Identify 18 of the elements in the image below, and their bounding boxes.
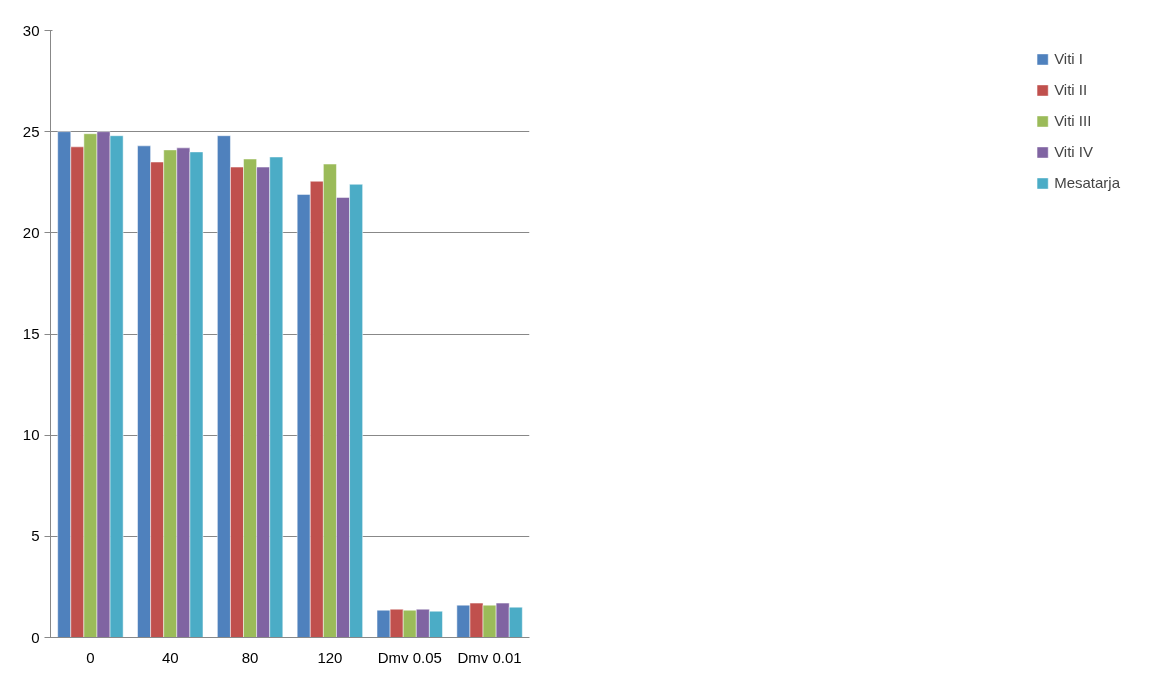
legend-label: Viti IV <box>1054 143 1094 160</box>
y-tick-label: 30 <box>22 21 40 39</box>
legend-label: Viti II <box>1054 81 1088 98</box>
y-tick-label: 20 <box>22 223 40 241</box>
legend-label: Mesatarja <box>1054 174 1120 191</box>
legend-label: Viti I <box>1054 50 1084 67</box>
x-tick-label: Dmv 0.05 <box>377 648 442 666</box>
y-tick-label: 25 <box>22 122 40 140</box>
x-tick-label: 120 <box>317 648 343 666</box>
y-tick-label: 15 <box>22 325 40 342</box>
x-tick-label: 40 <box>161 648 179 666</box>
y-tick-label: 10 <box>22 426 40 444</box>
legend-label: Viti III <box>1054 112 1092 129</box>
x-tick-label: Dmv 0.01 <box>457 648 522 666</box>
x-tick-label: 0 <box>86 648 95 666</box>
y-tick-label: 5 <box>31 527 40 545</box>
y-tick-label: 0 <box>31 628 40 646</box>
x-tick-label: 80 <box>241 648 259 666</box>
